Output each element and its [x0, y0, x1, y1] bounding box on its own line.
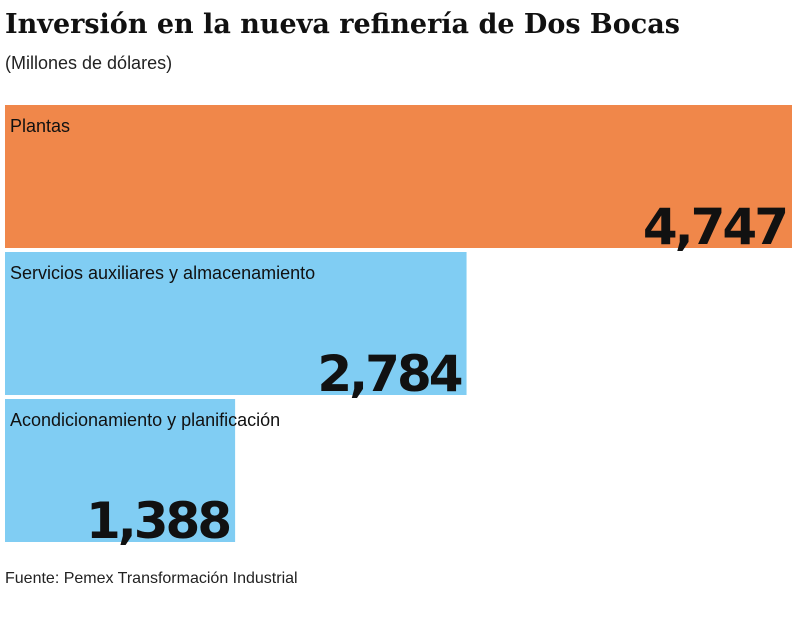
- bar: [5, 105, 792, 248]
- value-label: 4,747: [643, 198, 786, 256]
- bar: [5, 252, 467, 395]
- value-label: 2,784: [317, 345, 461, 403]
- source-note: Fuente: Pemex Transformación Industrial: [5, 570, 298, 587]
- category-label: Acondicionamiento y planificación: [10, 410, 280, 430]
- bar: [5, 399, 236, 542]
- chart-title: Inversión en la nueva refinería de Dos B…: [5, 9, 680, 40]
- chart-subtitle: (Millones de dólares): [5, 53, 172, 73]
- category-label: Servicios auxiliares y almacenamiento: [10, 263, 315, 283]
- value-label: 1,388: [86, 492, 229, 550]
- category-label: Plantas: [10, 116, 70, 136]
